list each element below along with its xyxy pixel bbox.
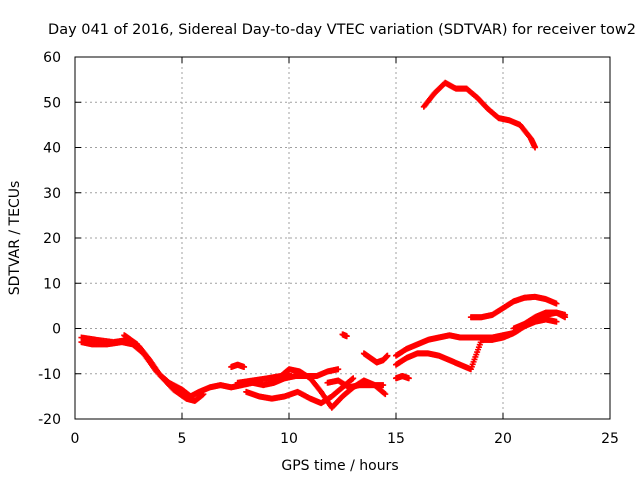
- series-track-17: [420, 79, 539, 151]
- series-track-16: [510, 309, 569, 332]
- series-track-7: [324, 377, 387, 391]
- y-axis-label: SDTVAR / TECUs: [7, 181, 23, 296]
- x-tick-label: 5: [178, 431, 187, 447]
- axis-ticks: 0 5 10 15 20 25 -20 -10 0 10 20 30 40 50 60: [38, 50, 619, 447]
- y-tick-label: 60: [43, 50, 61, 66]
- y-tick-label: -20: [38, 412, 61, 428]
- data-points: [78, 79, 569, 411]
- data-point: [380, 382, 387, 389]
- series-track-9: [339, 331, 350, 340]
- x-tick-label: 15: [387, 431, 405, 447]
- data-point: [241, 363, 248, 370]
- data-point: [134, 341, 141, 348]
- x-tick-label: 20: [494, 431, 512, 447]
- data-point: [562, 314, 569, 321]
- series-track-8: [228, 361, 248, 370]
- data-point: [532, 144, 539, 151]
- y-tick-label: 20: [43, 231, 61, 247]
- data-point: [200, 391, 207, 398]
- series-track-10: [360, 350, 391, 366]
- y-tick-label: 50: [43, 95, 61, 111]
- data-point: [335, 366, 342, 373]
- data-point: [350, 375, 357, 382]
- y-tick-label: 40: [43, 141, 61, 157]
- data-point: [343, 333, 350, 340]
- x-axis-label: GPS time / hours: [281, 458, 398, 474]
- y-tick-label: 0: [52, 322, 61, 338]
- data-point: [553, 318, 560, 325]
- series-track-3: [121, 332, 141, 348]
- x-tick-label: 0: [71, 431, 80, 447]
- y-tick-label: 10: [43, 276, 61, 292]
- x-tick-label: 25: [601, 431, 619, 447]
- series-track-12: [393, 330, 517, 359]
- chart-title: Day 041 of 2016, Sidereal Day-to-day VTE…: [48, 22, 636, 38]
- data-point: [382, 391, 389, 398]
- data-point: [553, 300, 560, 307]
- series-track-14: [467, 293, 560, 321]
- series-track-11: [393, 373, 412, 382]
- y-tick-label: 30: [43, 186, 61, 202]
- series-track-2: [78, 334, 207, 404]
- data-point: [405, 375, 412, 382]
- data-point: [384, 352, 391, 359]
- y-tick-label: -10: [38, 367, 61, 383]
- x-tick-label: 10: [280, 431, 298, 447]
